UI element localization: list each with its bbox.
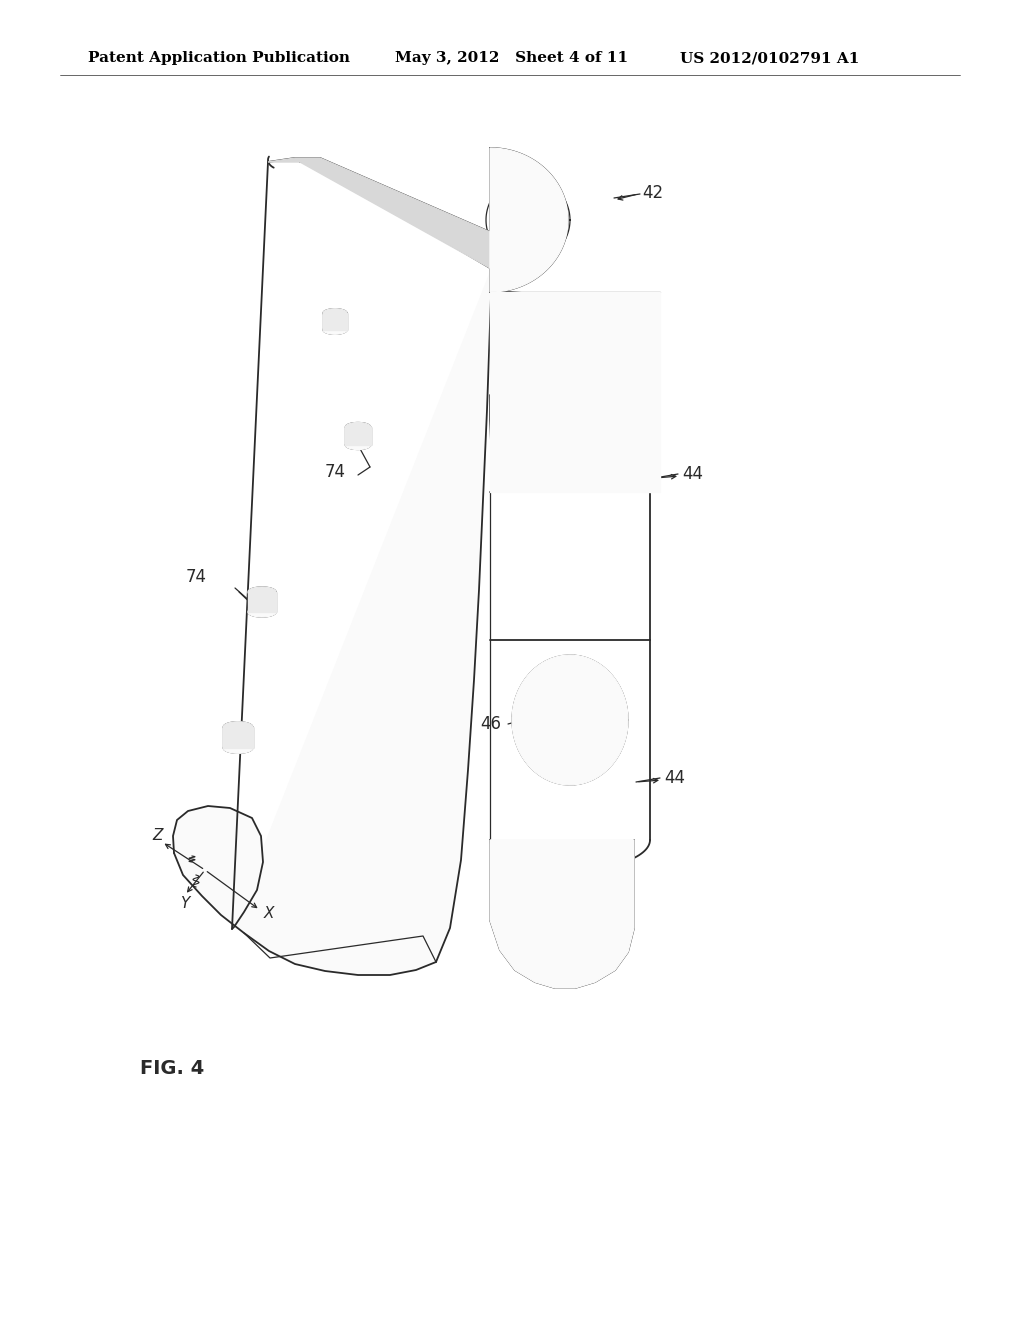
Polygon shape <box>324 313 347 330</box>
Text: May 3, 2012   Sheet 4 of 11: May 3, 2012 Sheet 4 of 11 <box>395 51 628 65</box>
Text: 44: 44 <box>682 465 703 483</box>
Polygon shape <box>490 840 634 987</box>
Polygon shape <box>248 607 276 616</box>
Text: 42: 42 <box>642 183 664 202</box>
Polygon shape <box>324 309 347 317</box>
Polygon shape <box>490 292 660 492</box>
Text: FIG. 4: FIG. 4 <box>140 1059 204 1077</box>
Polygon shape <box>345 441 371 450</box>
Polygon shape <box>223 722 253 733</box>
Polygon shape <box>490 148 568 292</box>
Polygon shape <box>345 426 371 445</box>
Text: US 2012/0102791 A1: US 2012/0102791 A1 <box>680 51 859 65</box>
Text: Z: Z <box>152 828 163 842</box>
Text: Patent Application Publication: Patent Application Publication <box>88 51 350 65</box>
Polygon shape <box>248 587 276 597</box>
Text: 46: 46 <box>480 715 501 733</box>
Text: 44: 44 <box>664 770 685 787</box>
Text: X: X <box>264 906 274 920</box>
Text: 74: 74 <box>186 568 207 586</box>
Polygon shape <box>500 300 644 470</box>
Polygon shape <box>345 422 371 432</box>
Polygon shape <box>248 591 276 612</box>
Polygon shape <box>173 268 492 974</box>
Polygon shape <box>223 743 253 754</box>
Text: 74: 74 <box>325 463 346 480</box>
Text: Y: Y <box>180 896 189 912</box>
Polygon shape <box>223 727 253 748</box>
Polygon shape <box>268 158 490 268</box>
Polygon shape <box>324 326 347 334</box>
Polygon shape <box>512 655 628 785</box>
